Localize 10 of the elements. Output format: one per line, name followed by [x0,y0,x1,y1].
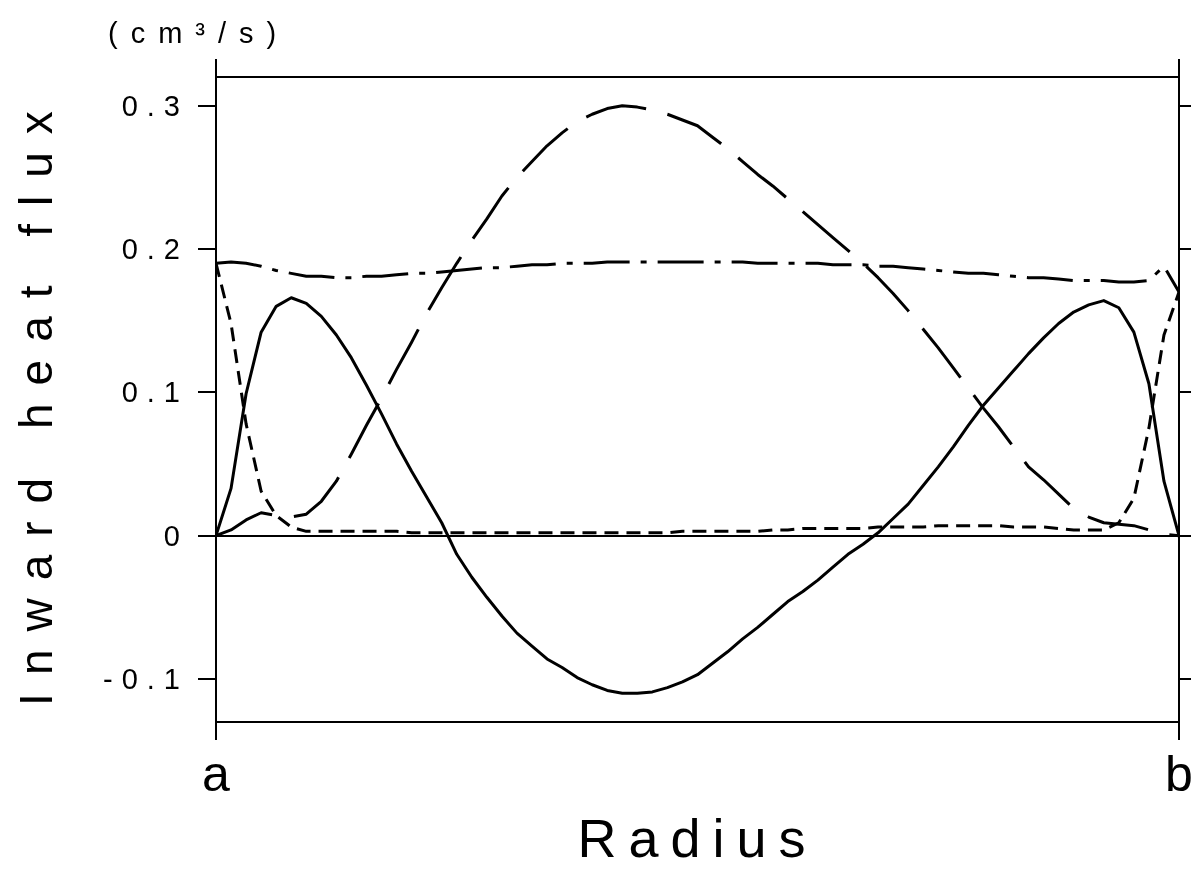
y-tick-label: 0.1 [121,376,189,409]
x-tick-label: b [1165,746,1191,802]
x-tick-label: a [202,746,231,802]
y-tick-label: 0.2 [121,233,189,265]
y-axis-title: Inward heat flux [10,93,62,706]
y-tick-label: 0 [163,519,189,552]
x-axis-title: Radius [577,808,818,868]
y-tick-label: -0.1 [103,663,189,695]
text: (cm³/s) [108,17,290,49]
y-tick-label: 0.3 [121,89,189,122]
